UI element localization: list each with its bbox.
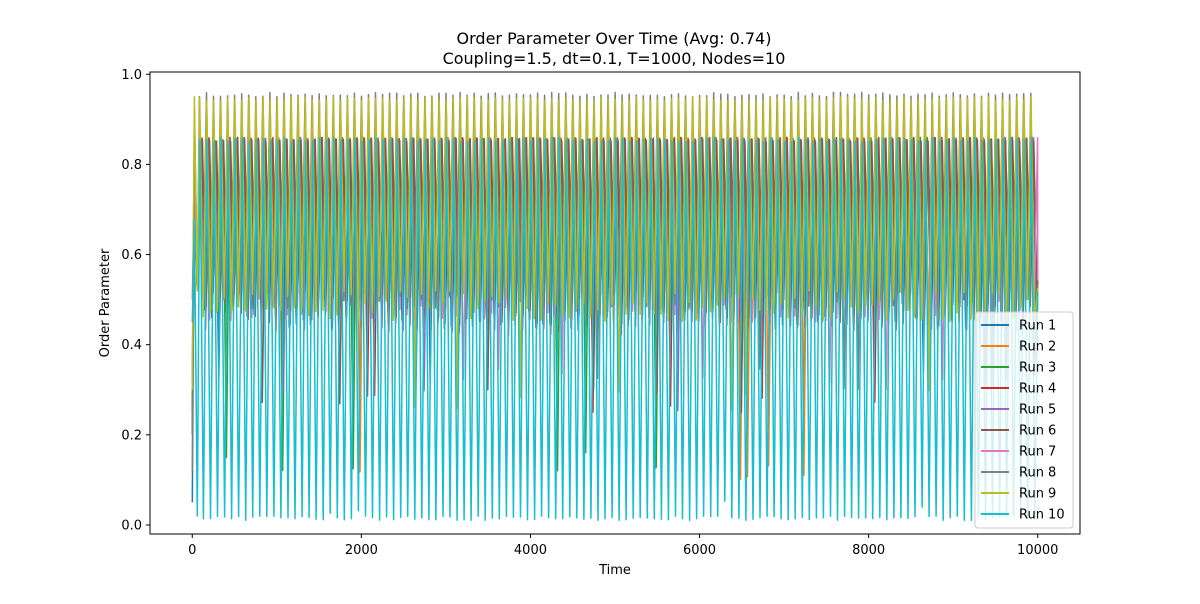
plot-frame <box>149 71 1081 535</box>
legend-label-run-2: Run 2 <box>1019 340 1056 355</box>
legend-label-run-10: Run 10 <box>1019 508 1065 523</box>
y-tick-label: 0.8 <box>121 158 142 173</box>
y-axis-label: Order Parameter <box>98 248 113 357</box>
y-tick-label: 0.4 <box>121 338 142 353</box>
legend: Run 1 Run 2 Run 3 Run 4 Run 5 Run 6 Run 7 Run 8… <box>974 311 1074 529</box>
x-axis-label: Time <box>598 563 631 578</box>
x-tick-label: 4000 <box>514 543 547 558</box>
legend-label-run-1: Run 1 <box>1019 319 1056 334</box>
y-tick-label: 1.0 <box>121 68 142 83</box>
x-tick-label: 6000 <box>683 543 716 558</box>
x-tick-label: 0 <box>188 543 196 558</box>
series-line-run-10 <box>191 136 1039 522</box>
y-axis-ticks: 0.0 0.2 0.4 0.6 0.8 1.0 <box>121 68 150 533</box>
series-line-run-9 <box>191 96 1039 412</box>
x-tick-label: 8000 <box>852 543 885 558</box>
x-tick-label: 10000 <box>1017 543 1058 558</box>
series-layer <box>191 91 1039 522</box>
legend-label-run-4: Run 4 <box>1019 382 1056 397</box>
x-tick-label: 2000 <box>345 543 378 558</box>
x-axis-ticks: 0 2000 4000 6000 8000 10000 <box>188 534 1058 558</box>
legend-label-run-7: Run 7 <box>1019 445 1056 460</box>
y-tick-label: 0.6 <box>121 248 142 263</box>
y-tick-label: 0.0 <box>121 518 142 533</box>
legend-label-run-6: Run 6 <box>1019 424 1056 439</box>
chart-title-line1: Order Parameter Over Time (Avg: 0.74) <box>457 29 772 48</box>
legend-label-run-9: Run 9 <box>1019 487 1056 502</box>
legend-label-run-8: Run 8 <box>1019 466 1056 481</box>
chart-title-line2: Coupling=1.5, dt=0.1, T=1000, Nodes=10 <box>443 49 786 68</box>
y-tick-label: 0.2 <box>121 428 142 443</box>
legend-label-run-5: Run 5 <box>1019 403 1056 418</box>
legend-label-run-3: Run 3 <box>1019 361 1056 376</box>
